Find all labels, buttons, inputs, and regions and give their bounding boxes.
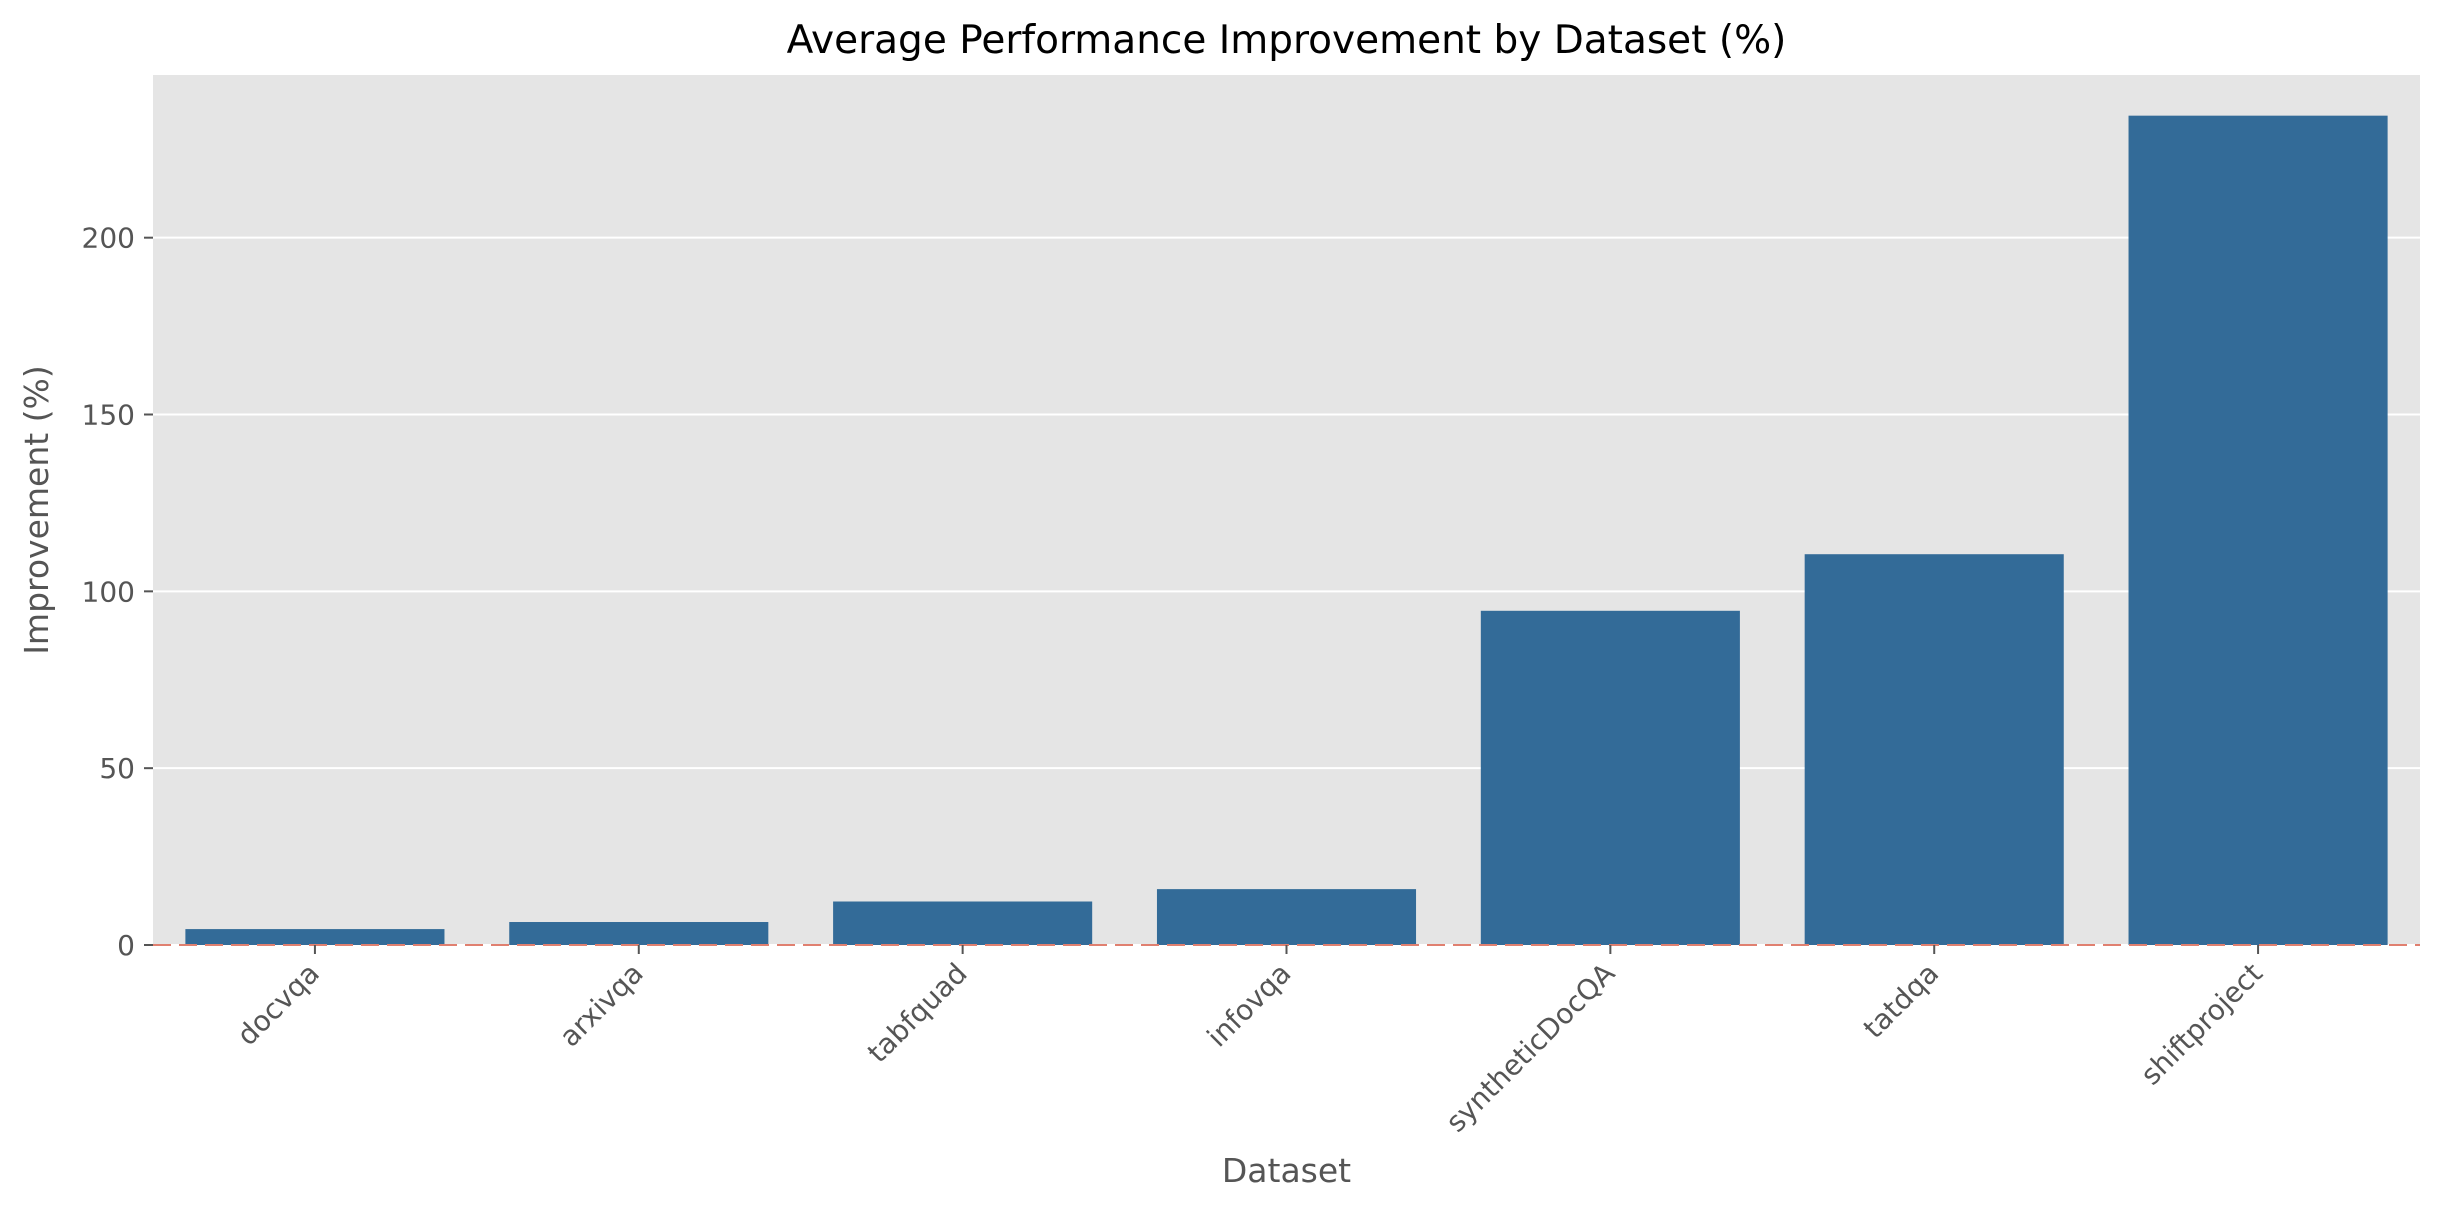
bars: [185, 115, 2388, 946]
y-tick-label: 0: [117, 929, 135, 962]
x-axis-ticks: docvqa arxivqa tabfquad infovqa syntheticDoc…: [231, 945, 2269, 1139]
bar-arxivqa: [509, 922, 769, 945]
x-tick-label: arxivqa: [553, 957, 650, 1054]
bar-docvqa: [185, 929, 445, 945]
x-tick-label: tabfquad: [861, 957, 974, 1070]
bar-tatdqa: [1804, 554, 2064, 945]
x-tick-label: docvqa: [231, 957, 326, 1052]
y-axis-ticks: 0 50 100 150 200: [82, 222, 153, 962]
plot-background: [153, 75, 2420, 945]
chart-title: Average Performance Improvement by Datas…: [787, 18, 1787, 63]
y-tick-label: 150: [82, 399, 135, 432]
x-tick-label: tatdqa: [1857, 957, 1945, 1045]
y-tick-label: 100: [82, 575, 135, 608]
bar-syntheticDocQA: [1480, 610, 1740, 945]
x-tick-label: shiftproject: [2134, 957, 2269, 1092]
bar-infovqa: [1156, 889, 1417, 945]
x-tick-label: infovqa: [1201, 957, 1298, 1054]
y-tick-label: 200: [82, 222, 135, 255]
y-axis-label: Improvement (%): [17, 365, 56, 655]
bar-shiftproject: [2128, 115, 2388, 946]
x-tick-label: syntheticDocQA: [1439, 957, 1621, 1139]
y-tick-label: 50: [99, 752, 135, 785]
x-axis-label: Dataset: [1222, 1151, 1351, 1190]
bar-tabfquad: [833, 901, 1093, 945]
